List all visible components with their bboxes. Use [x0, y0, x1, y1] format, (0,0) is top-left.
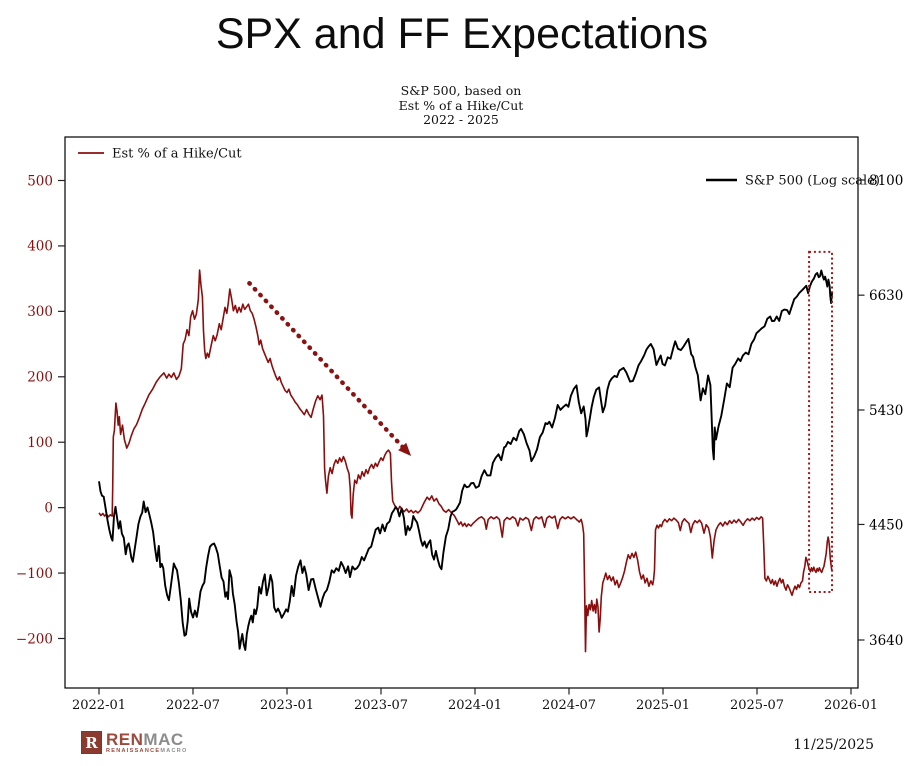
left-tick-label: 0 [44, 500, 53, 516]
x-tick-label: 2025-07 [730, 698, 784, 713]
chart-subtitle-line-2: Est % of a Hike/Cut [398, 97, 524, 113]
right-tick-label: 3640 [869, 633, 903, 649]
highlight-rect [808, 250, 834, 594]
footer-date: 11/25/2025 [793, 737, 874, 753]
renmac-logo: R RENMAC RENAISSANCEMACRO [81, 731, 188, 755]
x-tick-label: 2024-07 [542, 698, 596, 713]
left-tick-label: 200 [27, 370, 53, 386]
right-tick-label: 5430 [869, 403, 903, 419]
left-tick-label: 300 [27, 304, 53, 320]
right-tick-label: 8100 [869, 173, 903, 189]
chart-subtitle-line-1: S&P 500, based on [400, 83, 522, 98]
x-tick-label: 2025-01 [636, 698, 690, 713]
legend-label: Est % of a Hike/Cut [112, 147, 242, 162]
trend-arrow-line [247, 280, 407, 451]
est-hike-cut-line [98, 269, 833, 653]
renmac-logo-icon: R [81, 731, 102, 754]
x-tick-label: 2022-01 [72, 698, 126, 713]
left-tick-label: −200 [16, 631, 53, 647]
sp500-line [98, 269, 834, 651]
trend-arrow-head [398, 442, 412, 456]
right-tick-label: 6630 [869, 288, 903, 304]
chart-subtitle-line-3: 2022 - 2025 [423, 112, 499, 127]
left-tick-label: −100 [16, 566, 53, 582]
page-title: SPX and FF Expectations [215, 10, 709, 58]
plot-border [64, 136, 859, 689]
logo-subtext-macro: MACRO [160, 748, 188, 754]
left-tick-label: 100 [27, 435, 53, 451]
left-tick-label: 500 [27, 173, 53, 189]
x-tick-label: 2024-01 [448, 698, 502, 713]
x-tick-label: 2023-01 [260, 698, 314, 713]
x-tick-label: 2023-07 [354, 698, 408, 713]
logo-text-ren: REN [106, 730, 144, 749]
chart-subtitle: S&P 500, based on Est % of a Hike/Cut 20… [133, 83, 789, 128]
x-tick-label: 2026-01 [824, 698, 878, 713]
legend-label: S&P 500 (Log scale) [745, 174, 880, 189]
logo-subtext-renaissance: RENAISSANCE [106, 748, 161, 754]
left-tick-label: 400 [27, 239, 53, 255]
logo-text-mac: MAC [143, 730, 184, 749]
right-tick-label: 4450 [869, 517, 903, 533]
x-tick-label: 2022-07 [166, 698, 220, 713]
